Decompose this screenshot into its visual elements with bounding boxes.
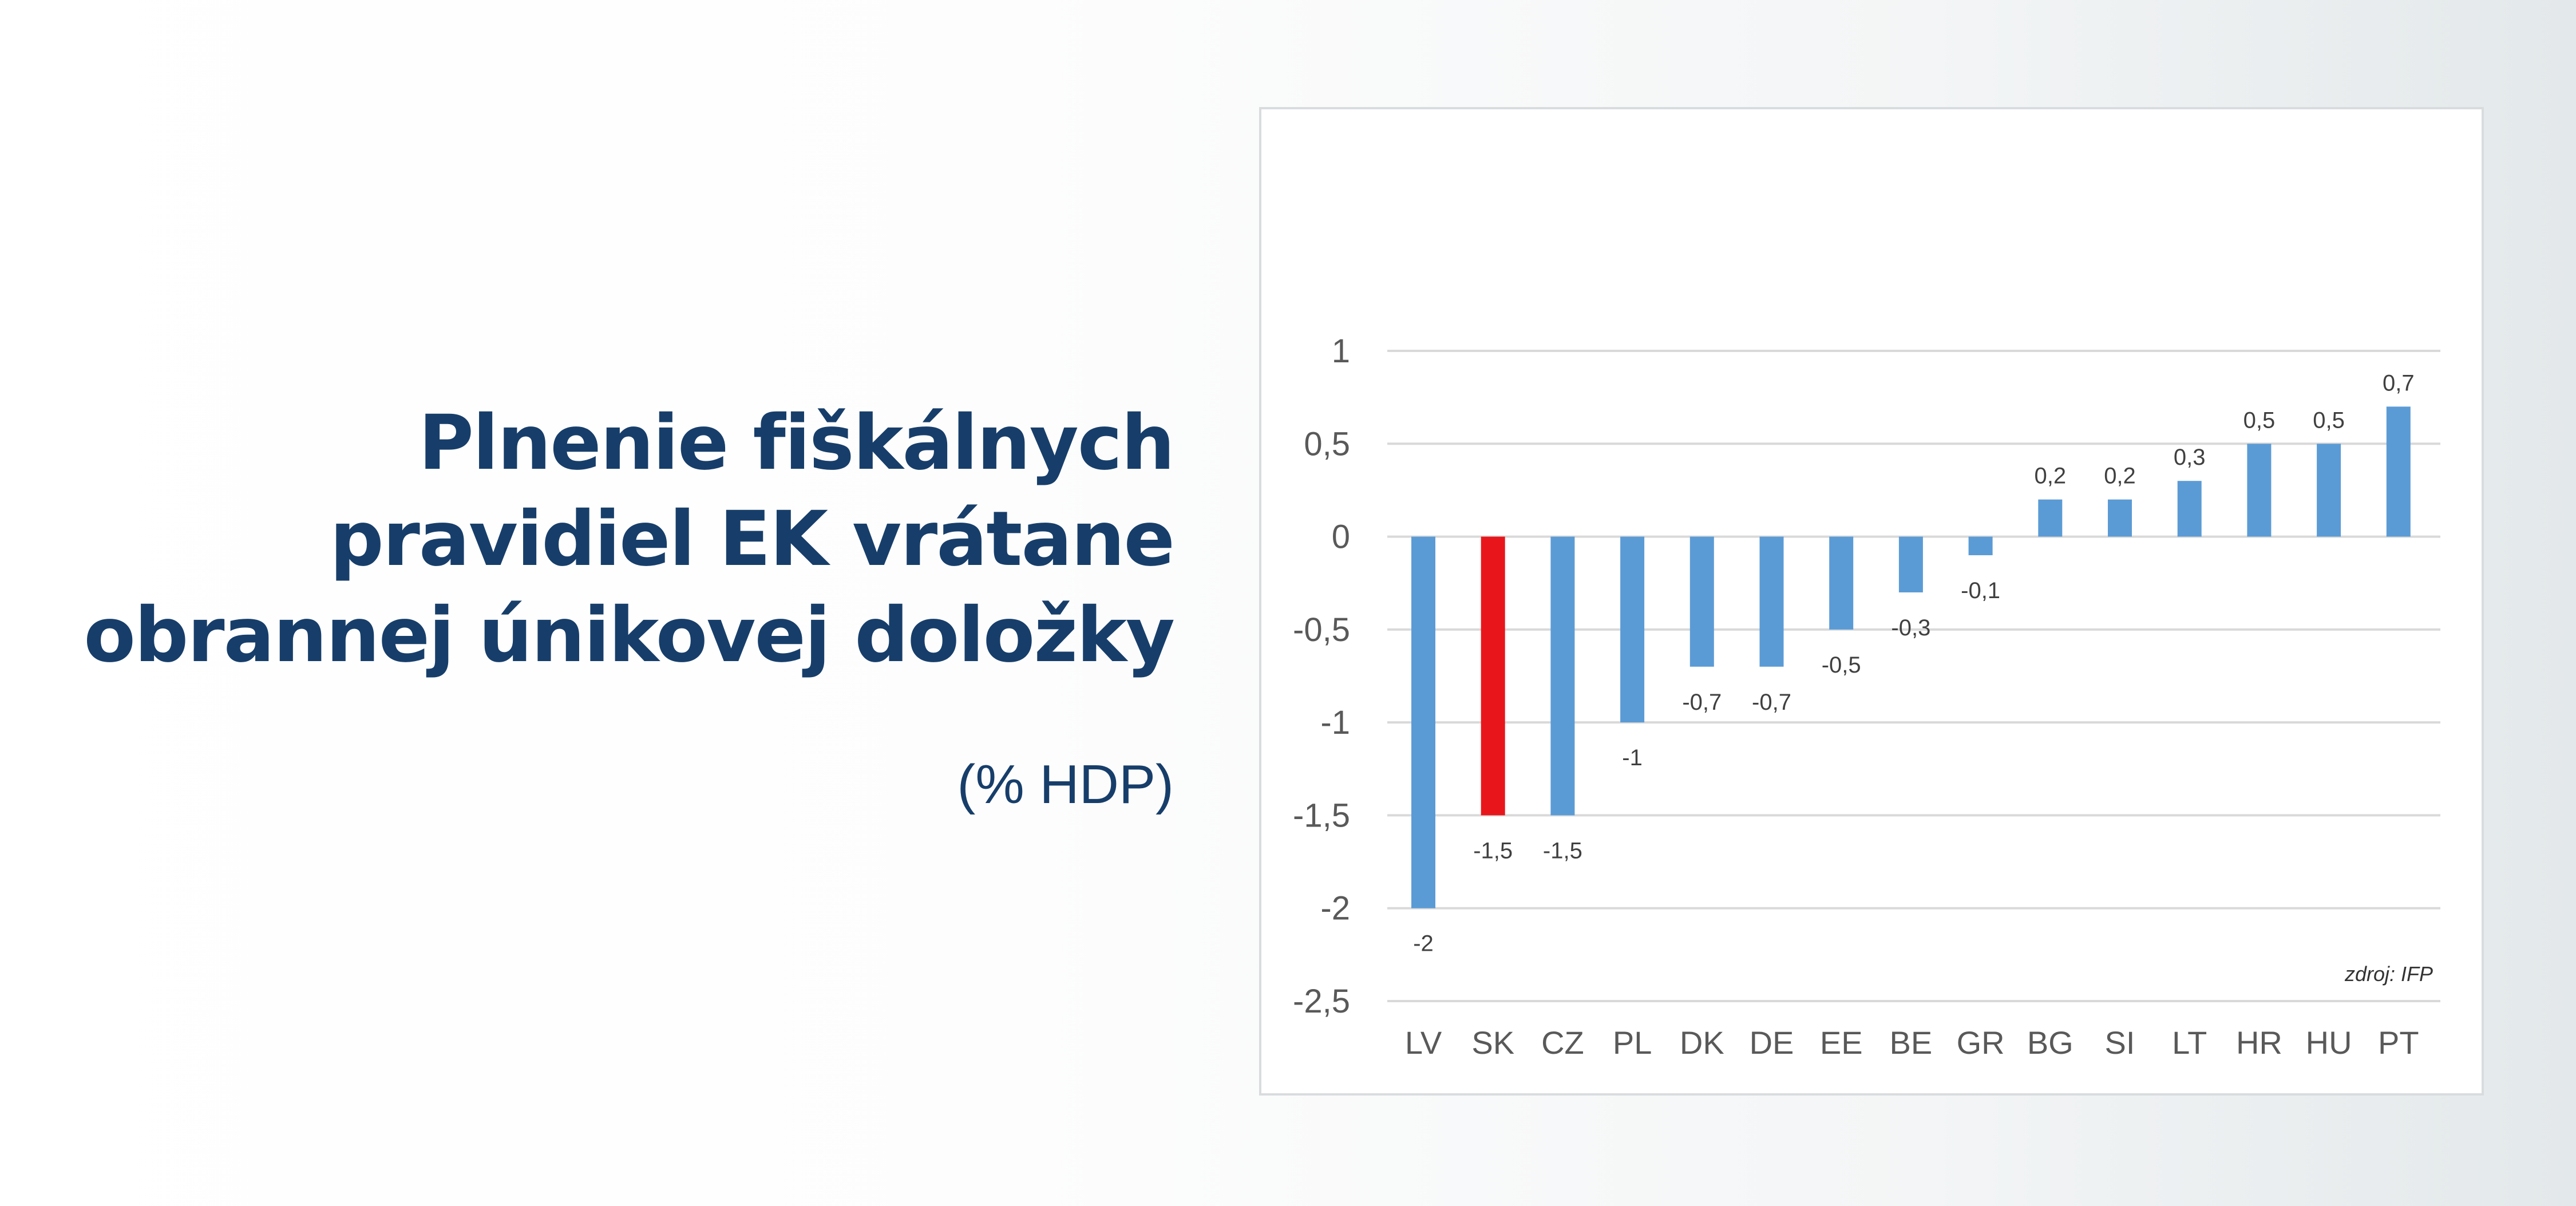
headline-block: Plnenie fiškálnych pravidiel EK vrátane … — [29, 395, 1175, 816]
bar-pt — [2386, 406, 2411, 537]
headline-line-3: obrannej únikovej doložky — [84, 591, 1175, 679]
bar-ee — [1829, 536, 1854, 630]
bar-hu — [2317, 444, 2341, 537]
bar-dk — [1689, 536, 1714, 667]
bars — [1411, 406, 2411, 908]
bar-gr — [1968, 536, 1993, 556]
x-tick-label-pl: PL — [1613, 1025, 1652, 1061]
chart-panel: 1 0,5 0 -0,5 -1 -1,5 -2 -2,5 -2 -1,5 -1,5 -1 -0,7 -0… — [1259, 107, 2484, 1096]
x-tick-label-dk: DK — [1680, 1025, 1724, 1061]
y-tick-label: -1,5 — [1293, 797, 1350, 834]
gridlines — [1387, 350, 2440, 1002]
headline-subtitle: (% HDP) — [957, 754, 1174, 815]
x-tick-label-pt: PT — [2378, 1025, 2419, 1061]
y-tick-label: -0,5 — [1293, 611, 1350, 649]
data-label-hu: 0,5 — [2313, 408, 2345, 433]
bar-si — [2108, 499, 2132, 537]
x-tick-label-hr: HR — [2236, 1025, 2282, 1061]
data-label-gr: -0,1 — [1961, 578, 2000, 603]
data-label-lt: 0,3 — [2174, 445, 2206, 470]
data-label-cz: -1,5 — [1543, 838, 1582, 863]
data-label-ee: -0,5 — [1822, 653, 1861, 678]
bar-hr — [2247, 444, 2272, 537]
y-tick-label: -2,5 — [1293, 983, 1350, 1020]
data-label-lv: -2 — [1413, 931, 1434, 956]
x-tick-label-si: SI — [2105, 1025, 2135, 1061]
x-tick-label-de: DE — [1750, 1025, 1794, 1061]
data-label-pt: 0,7 — [2383, 370, 2415, 396]
x-tick-label-lv: LV — [1405, 1025, 1442, 1061]
x-tick-label-lt: LT — [2172, 1025, 2207, 1061]
bar-be — [1898, 536, 1923, 592]
data-label-de: -0,7 — [1752, 690, 1791, 715]
bar-bg — [2038, 499, 2063, 537]
y-tick-label: 0 — [1332, 519, 1350, 556]
data-label-be: -0,3 — [1891, 615, 1930, 640]
data-labels: -2 -1,5 -1,5 -1 -0,7 -0,7 -0,5 -0,3 -0,1 0,2 0,2 0,… — [1413, 370, 2414, 956]
bar-cz — [1550, 536, 1575, 816]
y-tick-label: -1 — [1320, 704, 1350, 741]
headline-line-1: Plnenie fiškálnych — [418, 399, 1175, 487]
bar-chart: 1 0,5 0 -0,5 -1 -1,5 -2 -2,5 -2 -1,5 -1,5 -1 -0,7 -0… — [1293, 333, 2440, 1061]
data-label-si: 0,2 — [2104, 464, 2136, 489]
data-label-pl: -1 — [1622, 745, 1643, 770]
data-label-hr: 0,5 — [2243, 408, 2276, 433]
x-tick-label-sk: SK — [1471, 1025, 1514, 1061]
bar-pl — [1620, 536, 1645, 723]
bar-lt — [2177, 481, 2202, 537]
bar-sk — [1481, 536, 1505, 816]
source-note: zdroj: IFP — [2344, 962, 2433, 986]
bar-lv — [1411, 536, 1435, 908]
x-axis-tick-labels: LV SK CZ PL DK DE EE BE GR BG SI LT HR HU PT — [1405, 1025, 2419, 1061]
data-label-bg: 0,2 — [2034, 464, 2066, 489]
x-tick-label-be: BE — [1890, 1025, 1933, 1061]
x-tick-label-gr: GR — [1957, 1025, 2005, 1061]
y-tick-label: -2 — [1320, 890, 1350, 927]
x-tick-label-bg: BG — [2027, 1025, 2074, 1061]
x-tick-label-hu: HU — [2306, 1025, 2352, 1061]
x-tick-label-cz: CZ — [1541, 1025, 1584, 1061]
headline-line-2: pravidiel EK vrátane — [330, 495, 1175, 583]
x-tick-label-ee: EE — [1820, 1025, 1863, 1061]
y-axis-tick-labels: 1 0,5 0 -0,5 -1 -1,5 -2 -2,5 — [1293, 333, 1350, 1020]
y-tick-label: 0,5 — [1304, 425, 1350, 462]
y-tick-label: 1 — [1332, 333, 1350, 370]
data-label-dk: -0,7 — [1682, 690, 1722, 715]
bar-de — [1759, 536, 1784, 667]
data-label-sk: -1,5 — [1473, 838, 1513, 863]
